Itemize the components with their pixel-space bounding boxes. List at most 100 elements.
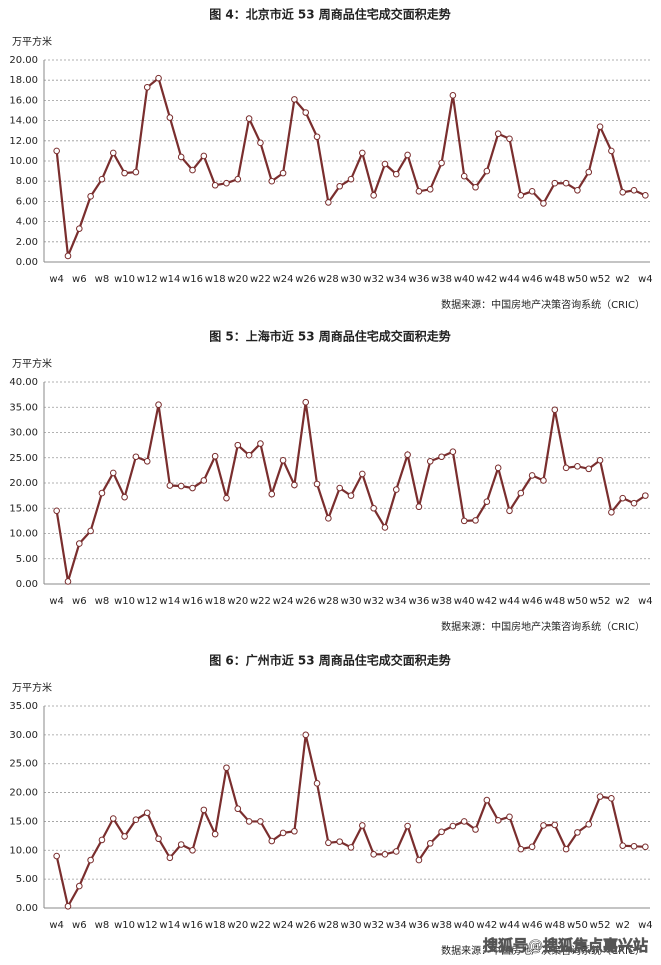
marker (143, 83, 151, 91)
marker (268, 177, 276, 185)
marker (574, 463, 581, 470)
marker (483, 167, 491, 175)
x-tick-label: w14 (159, 596, 180, 607)
x-tick-label: w44 (499, 274, 520, 285)
marker (359, 822, 366, 829)
marker (347, 844, 355, 851)
marker (98, 836, 106, 844)
x-tick-label: w22 (250, 920, 271, 931)
marker (381, 524, 389, 531)
x-tick-label: w2 (615, 920, 630, 931)
x-tick-label: w6 (72, 274, 87, 285)
marker (234, 441, 242, 449)
marker (642, 192, 649, 199)
x-tick-label: w24 (273, 596, 294, 607)
x-tick-label: w48 (544, 596, 565, 607)
y-tick-label: 35.00 (9, 701, 38, 712)
x-tick-label: w46 (522, 274, 543, 285)
marker (121, 169, 128, 177)
y-tick-label: 35.00 (9, 402, 38, 413)
marker (574, 829, 581, 836)
y-tick-label: 30.00 (9, 730, 38, 741)
marker (619, 494, 626, 502)
marker (223, 494, 230, 502)
y-tick-label: 12.00 (9, 136, 38, 147)
marker (223, 179, 230, 187)
marker (211, 830, 219, 838)
x-tick-label: w22 (250, 274, 271, 285)
x-tick-label: w50 (567, 920, 588, 931)
x-tick-label: w32 (363, 274, 384, 285)
chart-title: 图 4：北京市近 53 周商品住宅成交面积走势 (209, 7, 451, 22)
marker (234, 805, 242, 813)
marker (177, 482, 185, 490)
marker (200, 152, 208, 160)
source: 数据来源：中国房地产决策咨询系统（CRIC） (441, 298, 645, 311)
marker (426, 457, 434, 465)
marker (608, 147, 615, 155)
x-tick-label: w18 (205, 596, 226, 607)
marker (76, 540, 83, 547)
x-tick-label: w42 (476, 920, 497, 931)
marker (596, 793, 604, 800)
marker (359, 470, 366, 478)
marker (517, 845, 525, 853)
x-tick-label: w36 (408, 596, 429, 607)
marker (143, 809, 151, 817)
marker (415, 503, 423, 511)
y-tick-label: 10.00 (9, 529, 38, 540)
marker (562, 179, 570, 187)
x-tick-label: w4 (49, 274, 64, 285)
marker (472, 826, 479, 833)
marker (472, 517, 479, 524)
x-tick-label: w8 (95, 920, 110, 931)
marker (585, 168, 593, 176)
marker (551, 821, 559, 829)
marker (540, 822, 547, 829)
marker (53, 147, 60, 155)
y-axis-label: 万平方米 (12, 357, 52, 370)
x-tick-label: w34 (386, 274, 407, 285)
line (55, 76, 646, 257)
marker (291, 827, 298, 835)
marker (630, 186, 638, 194)
x-tick-label: w4 (638, 274, 653, 285)
y-tick-label: 25.00 (9, 453, 38, 464)
marker (245, 115, 253, 122)
marker (155, 74, 162, 82)
marker (325, 839, 332, 847)
marker (257, 440, 264, 447)
x-tick-label: w8 (95, 596, 110, 607)
x-tick-label: w2 (615, 274, 630, 285)
x-tick-label: w20 (227, 920, 248, 931)
marker (494, 130, 502, 138)
marker (449, 448, 457, 455)
x-tick-label: w42 (476, 596, 497, 607)
x-tick-label: w32 (363, 920, 384, 931)
marker (109, 815, 117, 822)
x-tick-label: w28 (318, 596, 339, 607)
marker (347, 175, 355, 183)
marker (76, 882, 83, 890)
marker (370, 504, 377, 512)
x-tick-label: w26 (295, 596, 316, 607)
x-tick-label: w40 (454, 920, 475, 931)
marker (381, 851, 389, 858)
x-tick-label: w4 (638, 596, 653, 607)
x-tick-label: w30 (341, 274, 362, 285)
x-tick-label: w24 (273, 274, 294, 285)
x-tick-label: w38 (431, 596, 452, 607)
marker (449, 92, 457, 99)
x-tick-label: w38 (431, 920, 452, 931)
x-tick-label: w4 (638, 920, 653, 931)
x-tick-label: w6 (72, 596, 87, 607)
x-tick-label: w12 (137, 596, 158, 607)
marker (370, 851, 377, 858)
marker (53, 507, 60, 515)
source: 数据来源：中国房地产决策咨询系统（CRIC） (441, 620, 645, 633)
marker (279, 829, 287, 837)
marker (642, 492, 649, 499)
marker (200, 806, 208, 814)
marker (155, 835, 162, 843)
marker (585, 821, 593, 828)
